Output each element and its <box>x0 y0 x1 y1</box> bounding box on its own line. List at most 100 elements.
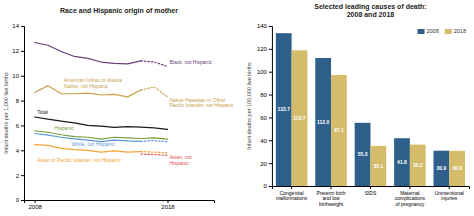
y-axis: 02468101214 <box>12 23 24 203</box>
annotation: Asian or Pacific Islander, not Hispanic <box>37 157 121 163</box>
data-label: 55.3 <box>358 151 368 157</box>
text-line: SIDS <box>365 190 377 196</box>
tick: 2018 <box>161 200 175 210</box>
data-label: 133.7 <box>277 106 290 112</box>
chart-title: Race and Hispanic origin of mother <box>60 7 178 15</box>
tick-label: 60 <box>260 115 267 121</box>
tick-label: 2 <box>16 173 20 179</box>
tick-label: SIDS <box>365 190 377 196</box>
tick: 2 <box>16 173 24 179</box>
text-line: Hispanic <box>55 125 75 131</box>
text-line: Selected leading causes of death: <box>314 3 426 11</box>
tick: 14 <box>12 23 24 29</box>
bar <box>410 145 426 186</box>
tick: 120 <box>257 46 272 52</box>
x-axis: Congenitalmalformations Preterm birthand … <box>272 186 469 207</box>
bar <box>449 151 465 186</box>
tick-label: 0 <box>16 197 20 203</box>
tick: SIDS <box>365 186 377 196</box>
tick-mark <box>21 175 24 176</box>
bar <box>331 75 347 186</box>
series-line <box>35 43 141 64</box>
tick-label: 8 <box>16 98 20 104</box>
bar <box>394 138 410 186</box>
tick: 10 <box>12 73 24 79</box>
legend-swatch <box>418 29 425 34</box>
chart-svg: 0246810121420082018TotalHispanicWhite, n… <box>0 0 474 216</box>
series-line <box>35 131 168 139</box>
series-line <box>141 154 168 155</box>
tick-mark <box>269 26 272 27</box>
annotation: Black, not Hispanic <box>169 59 212 65</box>
tick-mark <box>167 200 168 203</box>
tick-label: 10 <box>12 73 19 79</box>
data-label: 41.8 <box>397 159 407 165</box>
annotation: White, not Hispanic <box>72 141 116 147</box>
tick-mark <box>269 163 272 164</box>
tick-mark <box>269 95 272 96</box>
axis-title: Infant deaths per 1,000 live births <box>3 72 9 154</box>
tick-mark <box>21 51 24 52</box>
text-line: Hispanic <box>169 160 189 166</box>
legend-label: 2008 <box>427 28 439 34</box>
tick-mark <box>21 200 24 201</box>
tick: Maternalcomplicationsof pregnancy <box>395 186 426 207</box>
series-line <box>141 87 168 97</box>
tick-mark <box>269 186 272 187</box>
axis-title: Infant deaths per 100,000 live births <box>246 62 252 150</box>
tick-label: Unintentionalinjuries <box>435 190 464 202</box>
tick-mark <box>269 72 272 73</box>
data-label: 97.1 <box>334 127 344 133</box>
tick-label: 80 <box>260 92 267 98</box>
data-label: 35.1 <box>373 163 383 169</box>
bar <box>355 123 371 186</box>
tick-label: 4 <box>16 148 20 154</box>
y-axis: 020406080100120140 <box>257 23 273 189</box>
text-line: Black, not Hispanic <box>169 59 212 65</box>
chart-title: Selected leading causes of death:2008 an… <box>314 3 426 18</box>
bar <box>292 50 308 186</box>
right-panel: 020406080100120140Congenitalmalformation… <box>257 23 470 206</box>
series-line <box>141 152 168 153</box>
tick-mark <box>21 125 24 126</box>
tick-label: Preterm birthand lowbirthweight <box>317 190 346 207</box>
data-label: 112.0 <box>317 119 329 125</box>
data-label: 30.8 <box>452 165 462 171</box>
axis-domain <box>269 27 273 187</box>
data-label: 30.9 <box>437 165 447 171</box>
axis-domain <box>21 27 25 201</box>
tick-label: 2008 <box>28 204 42 210</box>
series-line <box>141 141 168 142</box>
tick-mark <box>291 186 292 189</box>
text-line: 2008 and 2018 <box>347 11 395 18</box>
tick-mark <box>21 76 24 77</box>
tick: 4 <box>16 148 24 154</box>
annotation: Asian, notHispanic <box>169 154 192 166</box>
tick-mark <box>331 186 332 189</box>
annotations: TotalHispanicWhite, not HispanicAsian or… <box>37 59 234 165</box>
tick-label: 20 <box>260 161 267 167</box>
legend: 2008 2018 <box>418 28 467 34</box>
tick-mark <box>370 186 371 189</box>
x-axis: 2008 2018 <box>25 200 215 210</box>
chart-container: 0246810121420082018TotalHispanicWhite, n… <box>0 0 474 216</box>
tick: 6 <box>16 123 24 129</box>
tick-label: Congenitalmalformations <box>276 190 308 202</box>
tick: 80 <box>260 92 272 98</box>
legend-item: 2018 <box>445 28 466 34</box>
tick-label: 120 <box>257 46 268 52</box>
text-line: Race and Hispanic origin of mother <box>60 7 178 15</box>
tick-label: 14 <box>12 23 19 29</box>
tick-mark <box>409 186 410 189</box>
lines <box>35 43 168 156</box>
tick: Preterm birthand lowbirthweight <box>317 186 346 207</box>
bar <box>315 58 331 186</box>
tick: 8 <box>16 98 24 104</box>
text-line: of pregnancy <box>395 201 424 207</box>
axis-domain <box>25 201 215 204</box>
annotation: Native Hawaiian or OtherPacific Islander… <box>169 97 233 109</box>
tick-label: 40 <box>260 138 267 144</box>
tick-label: 0 <box>264 183 268 189</box>
text-line: White, not Hispanic <box>72 141 116 147</box>
tick-mark <box>21 101 24 102</box>
